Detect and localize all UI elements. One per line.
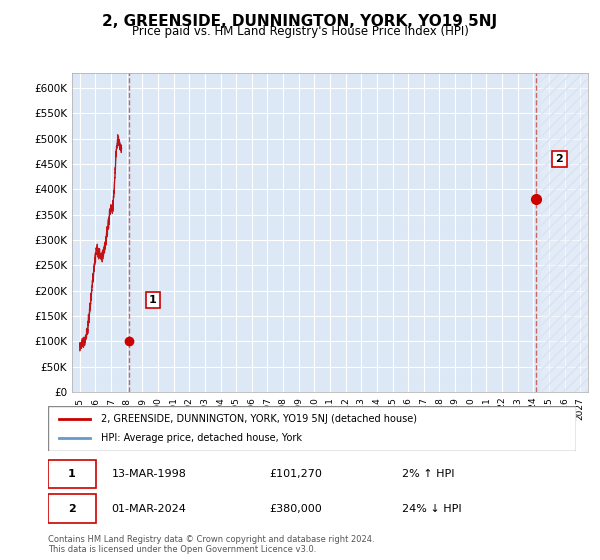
FancyBboxPatch shape (48, 460, 95, 488)
Text: 2, GREENSIDE, DUNNINGTON, YORK, YO19 5NJ: 2, GREENSIDE, DUNNINGTON, YORK, YO19 5NJ (103, 14, 497, 29)
Text: 13-MAR-1998: 13-MAR-1998 (112, 469, 186, 479)
Text: 2: 2 (68, 504, 76, 514)
Text: HPI: Average price, detached house, York: HPI: Average price, detached house, York (101, 433, 302, 444)
Polygon shape (541, 73, 588, 392)
Text: 1: 1 (149, 295, 157, 305)
Text: Contains HM Land Registry data © Crown copyright and database right 2024.
This d: Contains HM Land Registry data © Crown c… (48, 535, 374, 554)
FancyBboxPatch shape (48, 406, 576, 451)
Text: 01-MAR-2024: 01-MAR-2024 (112, 504, 186, 514)
Text: 1: 1 (68, 469, 76, 479)
FancyBboxPatch shape (48, 494, 95, 523)
Text: 24% ↓ HPI: 24% ↓ HPI (402, 504, 461, 514)
Text: £380,000: £380,000 (270, 504, 323, 514)
Text: 2% ↑ HPI: 2% ↑ HPI (402, 469, 454, 479)
Text: £101,270: £101,270 (270, 469, 323, 479)
Text: 2: 2 (556, 154, 563, 164)
Text: 2, GREENSIDE, DUNNINGTON, YORK, YO19 5NJ (detached house): 2, GREENSIDE, DUNNINGTON, YORK, YO19 5NJ… (101, 413, 417, 423)
Text: Price paid vs. HM Land Registry's House Price Index (HPI): Price paid vs. HM Land Registry's House … (131, 25, 469, 38)
